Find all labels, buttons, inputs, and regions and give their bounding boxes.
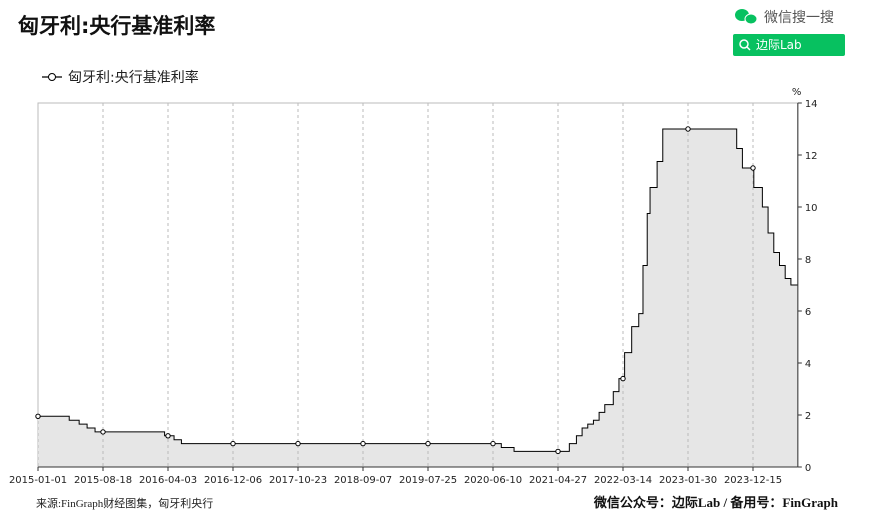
legend: 匈牙利:央行基准利率	[42, 69, 199, 86]
series-line	[38, 128, 798, 452]
wechat-icon	[735, 9, 758, 25]
chart-title: 匈牙利:央行基准利率	[18, 14, 215, 38]
point-marker	[295, 440, 301, 447]
point-marker	[230, 440, 236, 447]
y-tick-label: 12	[805, 151, 818, 162]
point-marker	[750, 165, 756, 171]
legend-marker	[48, 73, 56, 81]
x-tick-label: 2023-01-30	[659, 475, 717, 486]
point-marker	[360, 440, 366, 447]
button-label[interactable]: 边际Lab	[756, 38, 802, 52]
x-tick-label: 2016-12-06	[204, 475, 262, 486]
x-tick-label: 2017-10-23	[269, 475, 327, 486]
footer-source: 来源:FinGraph财经图集，匈牙利央行	[36, 496, 213, 510]
point-marker	[555, 448, 561, 455]
y-unit: %	[792, 87, 802, 98]
point-marker	[165, 433, 171, 439]
point-marker	[490, 440, 496, 447]
x-tick-label: 2021-04-27	[529, 475, 587, 486]
x-tick-label: 2016-04-03	[139, 475, 197, 486]
point-marker	[100, 429, 106, 435]
search-label: 微信搜一搜	[764, 10, 834, 26]
x-tick-label: 2022-03-14	[594, 475, 652, 486]
x-tick-label: 2018-09-07	[334, 475, 392, 486]
y-tick-label: 8	[805, 255, 811, 266]
footer-account: 微信公众号：边际Lab / 备用号：FinGraph	[593, 495, 839, 510]
search-icon	[746, 46, 751, 51]
point-marker	[685, 126, 691, 132]
point-marker	[620, 375, 626, 382]
area	[38, 129, 798, 467]
x-tick-label: 2015-08-18	[74, 475, 132, 486]
y-tick-label: 10	[805, 203, 818, 214]
y-tick-label: 6	[805, 307, 811, 318]
x-tick-label: 2015-01-01	[9, 475, 67, 486]
y-tick-label: 4	[805, 359, 811, 370]
point-marker	[425, 440, 431, 447]
point-marker	[35, 413, 41, 419]
y-tick-label: 0	[805, 463, 811, 474]
search-icon	[739, 39, 749, 49]
x-tick-label: 2020-06-10	[464, 475, 522, 486]
legend-label: 匈牙利:央行基准利率	[68, 69, 199, 86]
x-tick-label: 2023-12-15	[724, 475, 782, 486]
x-tick-label: 2019-07-25	[399, 475, 457, 486]
y-tick-label: 2	[805, 411, 811, 422]
y-tick-label: 14	[805, 99, 818, 110]
search-button[interactable]	[733, 34, 845, 56]
